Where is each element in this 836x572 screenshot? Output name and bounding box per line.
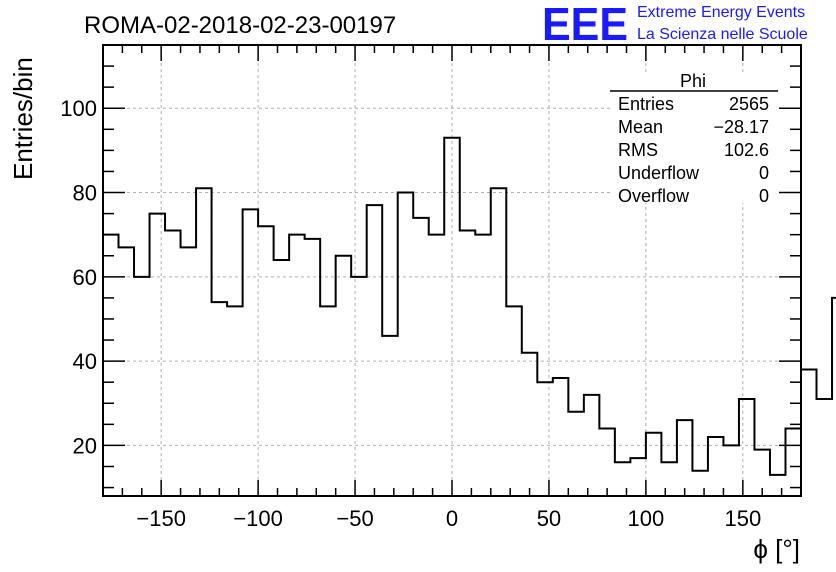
histogram-bin <box>134 277 150 496</box>
histogram-bin <box>165 230 181 496</box>
logo-line1: Extreme Energy Events <box>637 4 805 21</box>
logo-mark: EEE <box>542 0 628 50</box>
histogram-bin <box>196 188 212 496</box>
stats-value-mean: −28.17 <box>713 117 769 137</box>
stats-box: Phi Entries 2565 Mean −28.17 RMS 102.6 U… <box>610 71 778 206</box>
x-axis-title: ϕ [°] <box>753 534 800 564</box>
stats-background <box>610 73 778 203</box>
stats-label-underflow: Underflow <box>618 163 700 183</box>
histogram-bin <box>336 256 352 496</box>
chart-title: ROMA-02-2018-02-23-00197 <box>84 12 396 39</box>
histogram-bin <box>739 399 755 496</box>
x-tick-label: −100 <box>233 506 283 531</box>
histogram-bin <box>351 277 367 496</box>
histogram-bin <box>568 412 584 496</box>
histogram-bin <box>305 239 321 496</box>
histogram-bin <box>243 209 259 496</box>
histogram-bin <box>258 226 274 496</box>
x-tick-label: 100 <box>628 506 665 531</box>
histogram-bin <box>413 218 429 496</box>
histogram-bin <box>708 437 724 496</box>
y-tick-label: 40 <box>73 349 97 374</box>
histogram-bin <box>599 429 615 496</box>
x-tick-label: 0 <box>446 506 458 531</box>
histogram-bin <box>289 235 305 496</box>
histogram-bin <box>429 235 445 496</box>
histogram-bin <box>801 370 817 496</box>
histogram-bin <box>615 462 631 496</box>
stats-label-overflow: Overflow <box>618 186 690 206</box>
histogram-bin <box>646 433 662 496</box>
stats-value-overflow: 0 <box>759 186 769 206</box>
x-tick-label: −50 <box>336 506 373 531</box>
axis-ticks <box>102 44 802 496</box>
histogram-bin <box>119 247 135 496</box>
histogram-bin <box>181 247 197 496</box>
histogram-bin <box>274 260 290 496</box>
y-tick-label: 80 <box>73 181 97 206</box>
histogram-bin <box>444 138 460 496</box>
grid <box>103 45 801 496</box>
y-tick-label: 100 <box>60 96 97 121</box>
stats-value-underflow: 0 <box>759 163 769 183</box>
tick-labels: −150 −100 −50 0 50 100 150 20 40 60 80 100 <box>60 96 761 531</box>
histogram-bin <box>785 429 801 496</box>
histogram-bin <box>770 475 786 496</box>
stats-value-entries: 2565 <box>729 94 769 114</box>
stats-label-mean: Mean <box>618 117 663 137</box>
stats-value-rms: 102.6 <box>724 140 769 160</box>
histogram-bin <box>817 399 833 496</box>
histogram-bin <box>398 193 414 496</box>
stats-label-entries: Entries <box>618 94 674 114</box>
histogram-bin <box>692 471 708 496</box>
histogram-bin <box>382 336 398 496</box>
y-tick-label: 20 <box>73 433 97 458</box>
histogram-bin <box>460 230 476 496</box>
histogram-bin <box>320 306 336 496</box>
histogram-bin <box>537 382 553 496</box>
histogram-bin <box>754 450 770 496</box>
histogram-bin <box>553 378 569 496</box>
histogram-bin <box>367 205 383 496</box>
stats-title: Phi <box>680 71 706 91</box>
x-tick-label: 150 <box>724 506 761 531</box>
histogram-bin <box>475 235 491 496</box>
histogram-bin <box>522 353 538 496</box>
histogram-bin <box>212 302 228 496</box>
stats-label-rms: RMS <box>618 140 658 160</box>
histogram-bin <box>832 298 836 496</box>
histogram-bin <box>584 395 600 496</box>
histogram-bin <box>103 235 119 496</box>
y-axis-title: Entries/bin <box>8 57 38 180</box>
eee-logo: EEE Extreme Energy Events La Scienza nel… <box>542 0 808 50</box>
y-tick-label: 60 <box>73 265 97 290</box>
logo-line2: La Scienza nelle Scuole <box>637 26 808 43</box>
histogram-bin <box>723 445 739 496</box>
histogram-bin <box>661 462 677 496</box>
histogram-series <box>103 136 836 476</box>
x-tick-label: 50 <box>537 506 561 531</box>
histogram-bin <box>506 306 522 496</box>
histogram-bin <box>150 214 166 496</box>
histogram-bin <box>630 458 646 496</box>
histogram-bin <box>491 188 507 496</box>
x-tick-label: −150 <box>136 506 186 531</box>
histogram-bin <box>227 306 243 496</box>
histogram-bin <box>677 420 693 496</box>
